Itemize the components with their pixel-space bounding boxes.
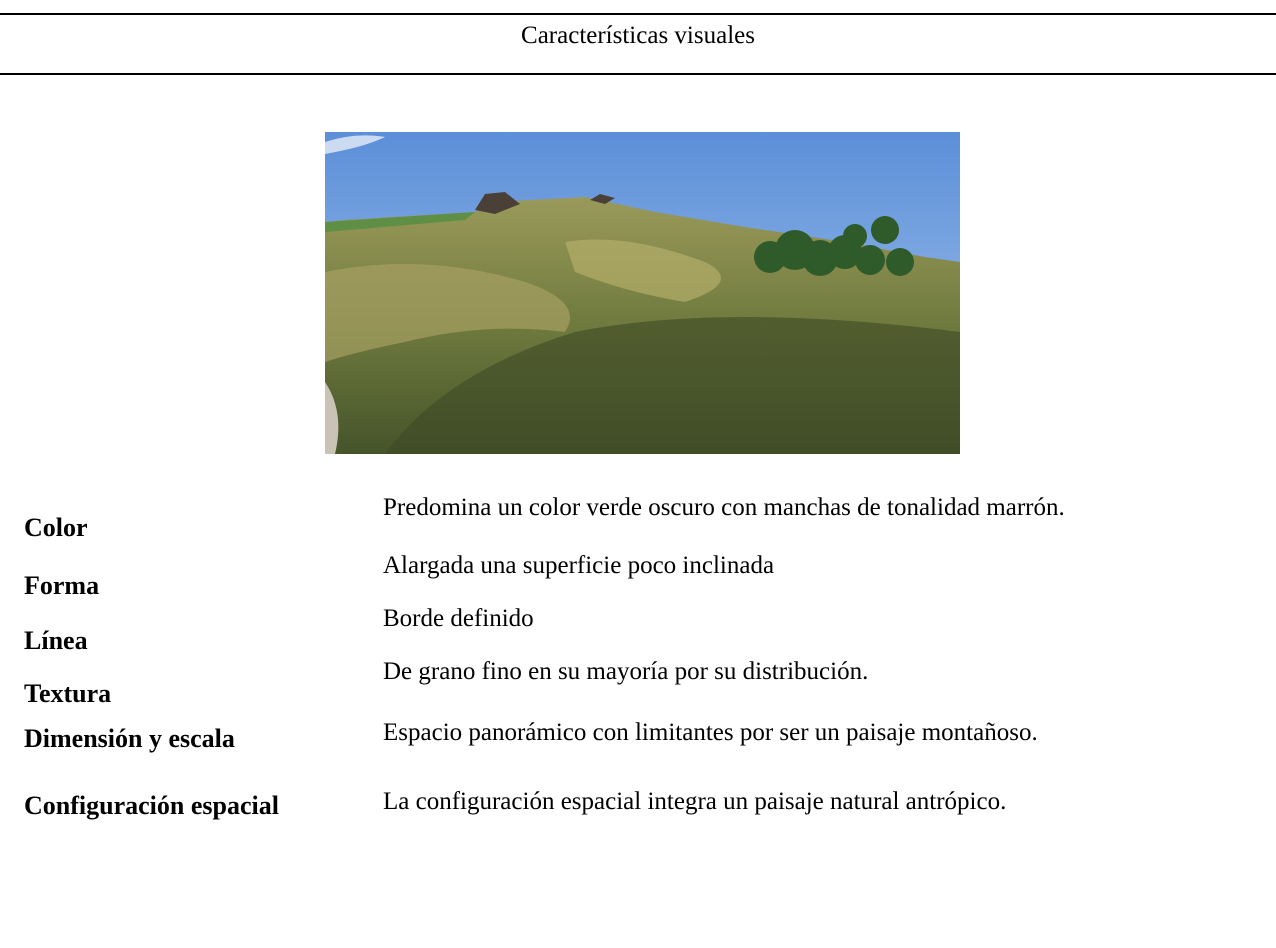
row-value: Espacio panorámico con limitantes por se…: [383, 719, 1038, 746]
row-label: Dimensión y escala: [24, 724, 235, 753]
row-value: Alargada una superficie poco inclinada: [383, 552, 775, 579]
row-label: Configuración espacial: [24, 791, 279, 820]
table-title: Características visuales: [521, 22, 755, 49]
top-rule: [0, 13, 1276, 15]
header-rule: [0, 73, 1276, 75]
landscape-photo: [325, 132, 960, 454]
row-label: Línea: [24, 626, 88, 655]
row-label: Forma: [24, 571, 100, 600]
row-value: Borde definido: [383, 605, 534, 632]
row-label: Textura: [24, 679, 112, 708]
row-value: La configuración espacial integra un pai…: [383, 788, 1007, 815]
row-label: Color: [24, 513, 88, 542]
row-value: De grano fino en su mayoría por su distr…: [383, 658, 869, 685]
row-value: Predomina un color verde oscuro con manc…: [383, 494, 1065, 521]
